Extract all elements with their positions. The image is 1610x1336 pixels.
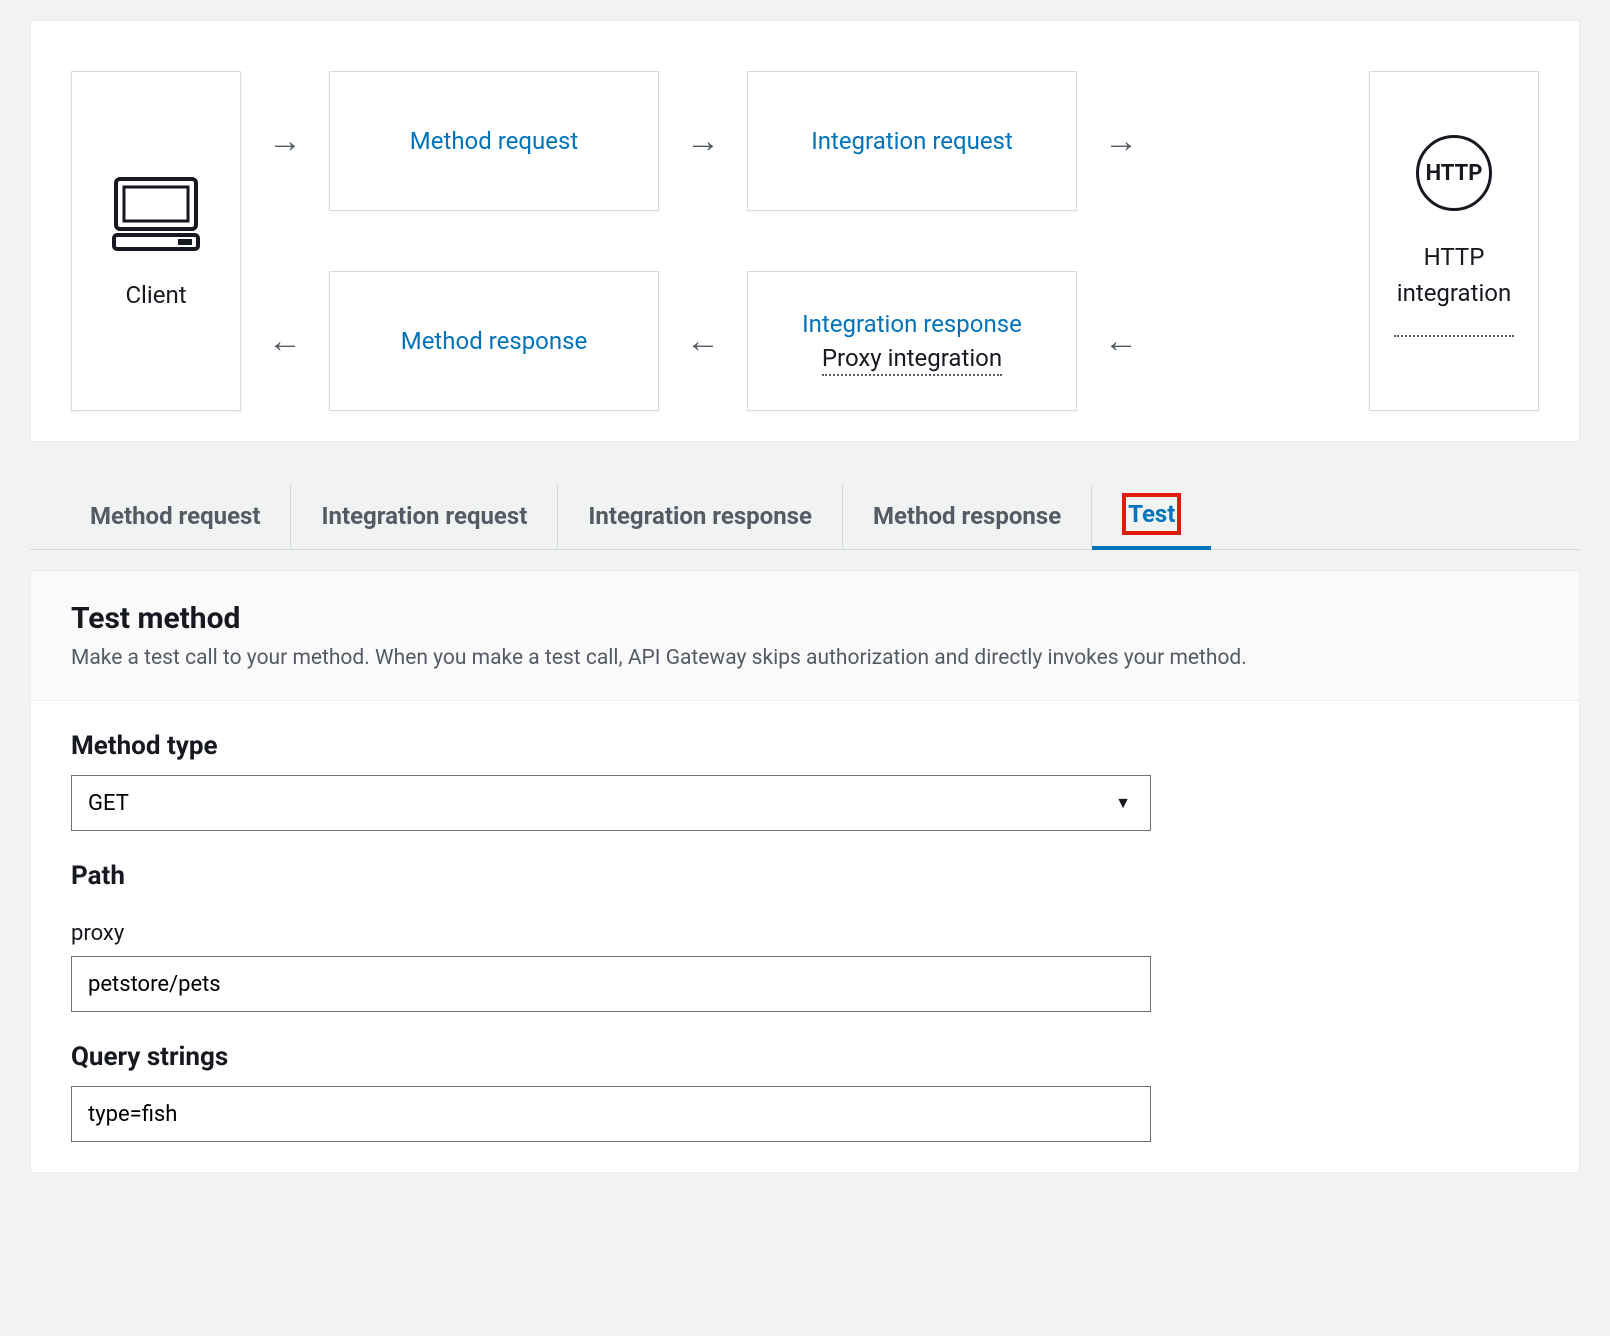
arrow-right-icon: → (1097, 124, 1145, 158)
http-icon: HTTP (1416, 135, 1492, 211)
client-icon (110, 173, 202, 253)
tab-test[interactable]: Test (1092, 482, 1211, 550)
method-response-link[interactable]: Method response (401, 327, 587, 355)
test-method-panel: Test method Make a test call to your met… (30, 570, 1580, 1173)
arrow-left-icon: ← (261, 324, 309, 358)
test-method-body: Method type ▼ Path proxy Query strings (31, 701, 1579, 1172)
tab-method-response[interactable]: Method response (843, 484, 1092, 548)
test-method-title: Test method (71, 601, 1539, 636)
method-type-select[interactable] (71, 775, 1151, 831)
http-integration-box: HTTP HTTP integration (1369, 71, 1539, 411)
client-box: Client (71, 71, 241, 411)
method-execution-diagram: Client → Method request → Integration re… (30, 20, 1580, 442)
tab-integration-response[interactable]: Integration response (558, 484, 843, 548)
method-type-label: Method type (71, 731, 1539, 761)
method-request-link[interactable]: Method request (410, 127, 578, 155)
arrow-left-icon: ← (679, 324, 727, 358)
tab-method-request[interactable]: Method request (60, 484, 291, 548)
test-method-header: Test method Make a test call to your met… (31, 571, 1579, 701)
proxy-label: proxy (71, 921, 1539, 946)
arrow-right-icon: → (261, 124, 309, 158)
arrow-right-icon: → (679, 124, 727, 158)
chevron-down-icon: ▼ (1115, 793, 1131, 813)
diagram-middle: → Method request → Integration request →… (261, 71, 1349, 411)
diagram-bottom-row: ← Method response ← Integration response… (261, 271, 1349, 411)
query-strings-label: Query strings (71, 1042, 1539, 1072)
method-type-select-wrap[interactable]: ▼ (71, 775, 1151, 831)
query-strings-input[interactable] (71, 1086, 1151, 1142)
test-method-description: Make a test call to your method. When yo… (71, 646, 1539, 670)
arrow-left-icon: ← (1097, 324, 1145, 358)
proxy-integration-label: Proxy integration (822, 344, 1002, 372)
method-response-box[interactable]: Method response (329, 271, 659, 411)
proxy-input[interactable] (71, 956, 1151, 1012)
integration-response-link[interactable]: Integration response (802, 310, 1022, 338)
integration-response-box[interactable]: Integration response Proxy integration (747, 271, 1077, 411)
diagram-row: Client → Method request → Integration re… (71, 71, 1539, 411)
diagram-top-row: → Method request → Integration request → (261, 71, 1349, 211)
path-label: Path (71, 861, 1539, 891)
test-highlight: Test (1122, 493, 1181, 535)
tab-integration-request[interactable]: Integration request (291, 484, 558, 548)
integration-request-box[interactable]: Integration request (747, 71, 1077, 211)
tabs: Method request Integration request Integ… (30, 482, 1580, 550)
method-request-box[interactable]: Method request (329, 71, 659, 211)
client-label: Client (125, 281, 186, 309)
http-integration-label: HTTP integration (1394, 239, 1514, 347)
integration-request-link[interactable]: Integration request (811, 127, 1013, 155)
